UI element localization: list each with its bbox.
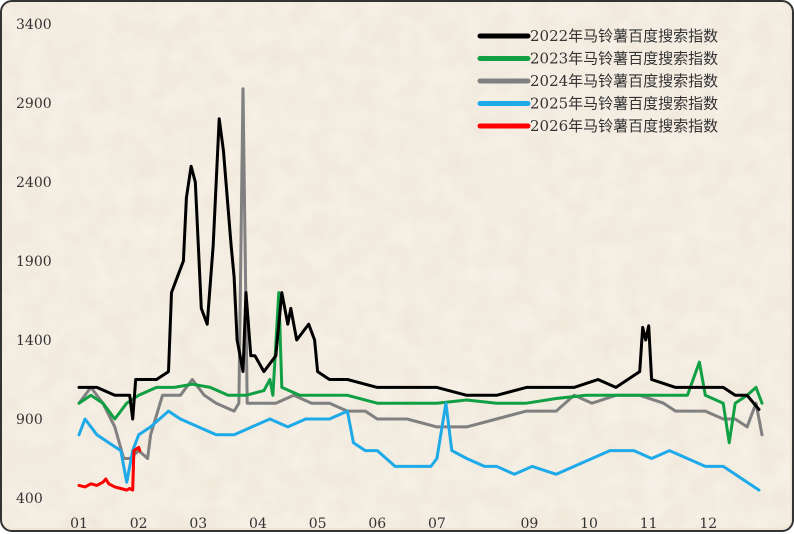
series-line [77, 291, 764, 445]
legend-label: 2025年马铃薯百度搜索指数 [530, 95, 718, 113]
x-tick-label: 04 [249, 516, 267, 532]
x-tick-label: 06 [368, 516, 386, 532]
series-line [77, 445, 142, 492]
legend-label: 2026年马铃薯百度搜索指数 [530, 117, 718, 135]
x-tick-label: 01 [70, 516, 88, 532]
y-tick-label: 1900 [16, 254, 52, 270]
legend-label: 2022年马铃薯百度搜索指数 [530, 27, 718, 45]
series-line [77, 401, 761, 492]
x-tick-label: 07 [428, 516, 446, 532]
y-tick-label: 1400 [16, 333, 52, 349]
x-tick-label: 03 [189, 516, 207, 532]
series-line [77, 117, 761, 421]
legend-label: 2023年马铃薯百度搜索指数 [530, 50, 718, 68]
y-tick-label: 2400 [16, 175, 52, 191]
y-tick-label: 2900 [16, 96, 52, 112]
legend: 2022年马铃薯百度搜索指数 2023年马铃薯百度搜索指数 2024年马铃薯百度搜索… [477, 27, 718, 135]
y-tick-label: 900 [16, 412, 43, 428]
axes: 400 900 1400 1900 2400 2900 3400 01 02 03 04 05 06 07… [16, 17, 717, 532]
x-tick-label: 10 [580, 516, 598, 532]
series-lines [77, 87, 764, 492]
y-tick-label: 400 [16, 491, 43, 507]
x-tick-label: 12 [699, 516, 717, 532]
series-line [77, 87, 764, 460]
y-tick-label: 3400 [16, 17, 52, 33]
x-tick-label: 02 [130, 516, 148, 532]
x-tick-label: 05 [309, 516, 327, 532]
legend-label: 2024年马铃薯百度搜索指数 [530, 72, 718, 90]
x-tick-label: 11 [640, 516, 658, 532]
x-tick-label: 09 [520, 516, 538, 532]
